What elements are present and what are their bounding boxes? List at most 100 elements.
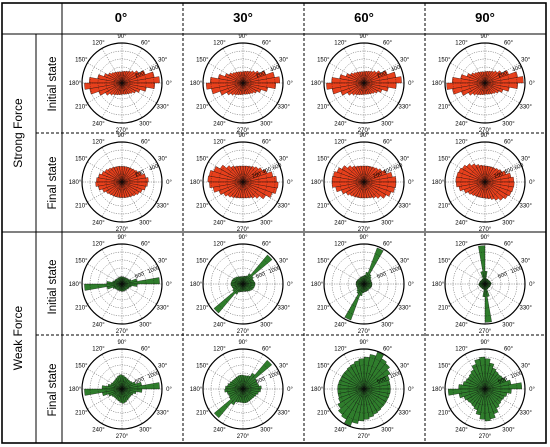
spoke [363, 388, 399, 410]
angle-label: 0° [408, 282, 414, 288]
spoke [242, 82, 264, 118]
spoke [343, 147, 365, 183]
spoke [329, 263, 365, 285]
angle-label: 30° [158, 259, 168, 265]
rose-petal [363, 168, 383, 183]
rose-petal [470, 181, 486, 197]
outer-ring [323, 243, 405, 325]
rose-petal [242, 71, 248, 84]
radial-tick-label: 600 [514, 163, 525, 172]
rose-petal [121, 169, 139, 183]
spoke [242, 181, 278, 203]
angle-label: 120° [455, 40, 468, 46]
angle-label: 270° [237, 329, 250, 335]
radial-tick-label: 200 [134, 169, 145, 178]
spoke [222, 181, 244, 217]
angle-label: 300° [381, 323, 394, 329]
spoke [222, 388, 244, 424]
angle-label: 240° [455, 323, 468, 329]
angle-label: 120° [334, 139, 347, 145]
outer-ring [81, 141, 163, 223]
angle-label: 0° [529, 81, 535, 87]
spoke [121, 147, 143, 183]
spoke [87, 62, 123, 84]
angle-label: 180° [311, 81, 324, 87]
angle-label: 150° [317, 58, 330, 64]
angle-label: 330° [277, 411, 290, 417]
radial-tick-label: 400 [269, 65, 280, 74]
rose-petal [117, 82, 123, 95]
angle-label: 270° [116, 227, 129, 233]
group-label-strong-force: Strong Force [11, 98, 25, 168]
radial-tick-label: 500 [134, 376, 145, 385]
angle-label: 300° [502, 428, 515, 434]
angle-label: 90° [359, 340, 369, 346]
rose-petal [484, 82, 518, 89]
outer-ring [81, 348, 163, 430]
spoke [121, 388, 157, 410]
spoke [484, 181, 520, 203]
rose-petal [238, 283, 244, 293]
radial-tick-label: 1000 [147, 370, 161, 380]
rose-petal [359, 82, 365, 95]
rose-petal [230, 181, 244, 199]
angle-label: 210° [75, 204, 88, 210]
state-label-weak-initial: Initial state [47, 260, 59, 315]
spoke [464, 48, 486, 84]
rose-petal [484, 71, 488, 84]
rose-petal [359, 283, 365, 296]
angle-label: 90° [117, 235, 127, 241]
spoke [484, 283, 506, 319]
rose-petal [484, 71, 490, 84]
grid-ring [105, 267, 139, 301]
rose-diagram-strong-final-90deg: 0° 30° 60° 90° 120° 150° 180° 210° 240° 270° 300° 3… [432, 133, 536, 233]
outer-ring [202, 42, 284, 124]
angle-label: 60° [262, 40, 272, 46]
angle-label: 120° [334, 346, 347, 352]
spoke [87, 283, 123, 305]
rose-petal [484, 375, 504, 390]
rose-petal [121, 171, 142, 183]
angle-label: 180° [69, 81, 82, 87]
rose-petal [341, 181, 365, 195]
angle-label: 300° [381, 221, 394, 227]
angle-label: 270° [479, 227, 492, 233]
rose-petal [121, 71, 127, 84]
rose-petal [213, 283, 244, 314]
angle-label: 120° [213, 346, 226, 352]
rose-petal [121, 181, 148, 187]
angle-label: 30° [400, 58, 410, 64]
angle-label: 0° [287, 282, 293, 288]
spoke [87, 388, 123, 410]
angle-label: 120° [213, 40, 226, 46]
angle-label: 300° [260, 428, 273, 434]
rose-petal [242, 166, 259, 183]
rose-diagram-weak-final-90deg: 0° 30° 60° 90° 120° 150° 180° 210° 240° 270° 300° 3… [432, 340, 536, 440]
angle-label: 120° [213, 241, 226, 247]
angle-label: 330° [398, 204, 411, 210]
state-label-strong-final: Final state [47, 156, 59, 209]
rose-petal [119, 82, 123, 95]
rose-diagram-weak-initial-30deg: 0° 30° 60° 90° 120° 150° 180° 210° 240° 270° 300° 3… [190, 235, 294, 335]
grid-ring [468, 372, 502, 406]
spoke [329, 388, 365, 410]
rose-petal [361, 82, 365, 95]
radial-tick-label: 1000 [268, 370, 282, 380]
angle-label: 180° [190, 282, 203, 288]
rose-petal [121, 71, 125, 84]
spoke [450, 388, 486, 410]
angle-label: 210° [317, 411, 330, 417]
rose-petal [354, 82, 365, 96]
angle-label: 240° [213, 323, 226, 329]
spoke [450, 161, 486, 183]
angle-label: 30° [158, 58, 168, 64]
angle-label: 0° [408, 180, 414, 186]
angle-label: 150° [438, 58, 451, 64]
spoke [208, 62, 244, 84]
rose-petal [242, 71, 246, 84]
angle-label: 30° [158, 157, 168, 163]
grid-ring [468, 267, 502, 301]
rose-petal [242, 70, 253, 84]
